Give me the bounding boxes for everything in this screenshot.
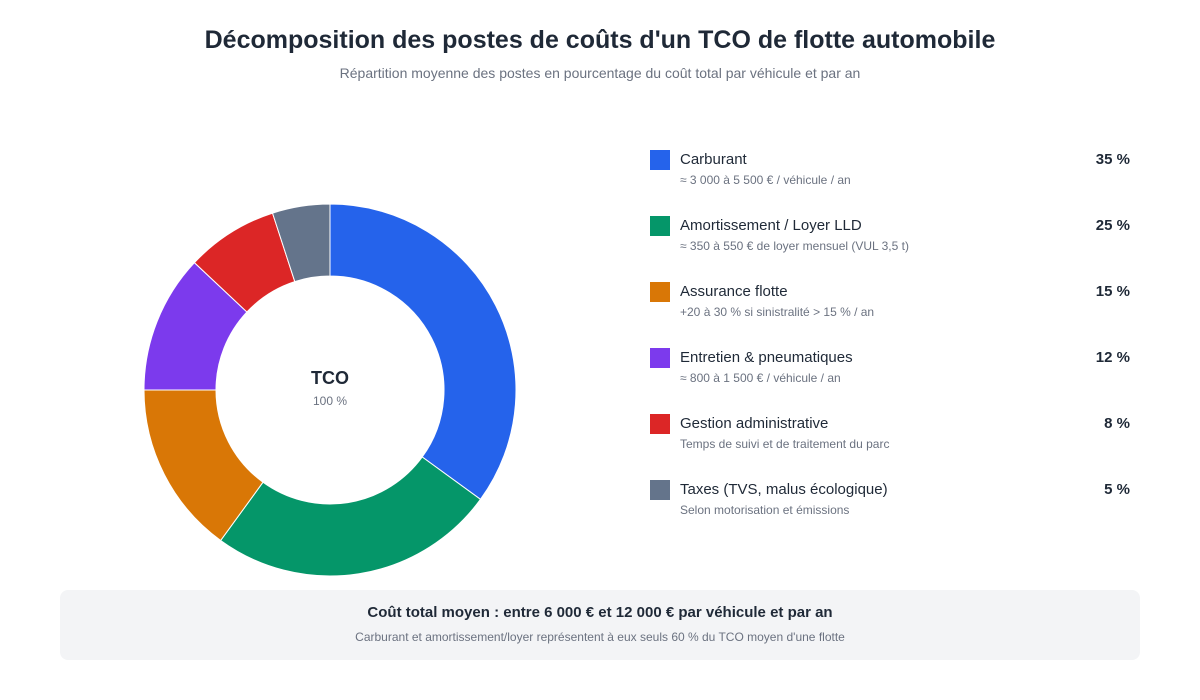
summary-main-text: Coût total moyen : entre 6 000 € et 12 0… [367, 604, 833, 621]
legend-label: Assurance flotte [680, 283, 788, 300]
legend-item-assurance: Assurance flotte +20 à 30 % si sinistral… [650, 282, 1130, 348]
donut-center-label: TCO [311, 368, 349, 388]
legend: Carburant ≈ 3 000 à 5 500 € / véhicule /… [650, 150, 1130, 546]
legend-label: Gestion administrative [680, 415, 829, 432]
legend-item-gestion: Gestion administrative Temps de suivi et… [650, 414, 1130, 480]
legend-swatch [650, 348, 670, 368]
legend-value: 5 % [1104, 481, 1130, 498]
summary-note: Carburant et amortissement/loyer représe… [355, 630, 845, 644]
legend-label: Entretien & pneumatiques [680, 349, 853, 366]
legend-note: ≈ 3 000 à 5 500 € / véhicule / an [680, 173, 851, 187]
legend-item-carburant: Carburant ≈ 3 000 à 5 500 € / véhicule /… [650, 150, 1130, 216]
legend-value: 35 % [1095, 151, 1130, 168]
legend-swatch [650, 216, 670, 236]
summary-box: Coût total moyen : entre 6 000 € et 12 0… [60, 590, 1140, 660]
legend-item-taxes: Taxes (TVS, malus écologique) Selon moto… [650, 480, 1130, 546]
chart-title: Décomposition des postes de coûts d'un T… [204, 26, 996, 54]
legend-note: +20 à 30 % si sinistralité > 15 % / an [680, 305, 875, 319]
donut-chart: TCO 100 % [143, 203, 517, 577]
legend-swatch [650, 480, 670, 500]
legend-label: Taxes (TVS, malus écologique) [680, 481, 888, 498]
legend-note: Selon motorisation et émissions [680, 503, 850, 517]
legend-note: Temps de suivi et de traitement du parc [680, 437, 890, 451]
chart-subtitle: Répartition moyenne des postes en pource… [339, 65, 861, 81]
legend-note: ≈ 800 à 1 500 € / véhicule / an [680, 371, 841, 385]
legend-value: 25 % [1095, 217, 1130, 234]
legend-label: Carburant [680, 151, 747, 168]
legend-note: ≈ 350 à 550 € de loyer mensuel (VUL 3,5 … [680, 239, 909, 253]
donut-slice-5 [271, 203, 331, 283]
legend-swatch [650, 414, 670, 434]
legend-item-amortissement: Amortissement / Loyer LLD ≈ 350 à 550 € … [650, 216, 1130, 282]
legend-value: 8 % [1104, 415, 1130, 432]
legend-value: 12 % [1095, 349, 1130, 366]
legend-label: Amortissement / Loyer LLD [680, 217, 862, 234]
legend-value: 15 % [1095, 283, 1130, 300]
legend-swatch [650, 282, 670, 302]
donut-slice-0 [329, 203, 517, 501]
legend-swatch [650, 150, 670, 170]
donut-slice-1 [219, 456, 482, 577]
donut-center-value: 100 % [313, 394, 347, 408]
legend-item-entretien: Entretien & pneumatiques ≈ 800 à 1 500 €… [650, 348, 1130, 414]
